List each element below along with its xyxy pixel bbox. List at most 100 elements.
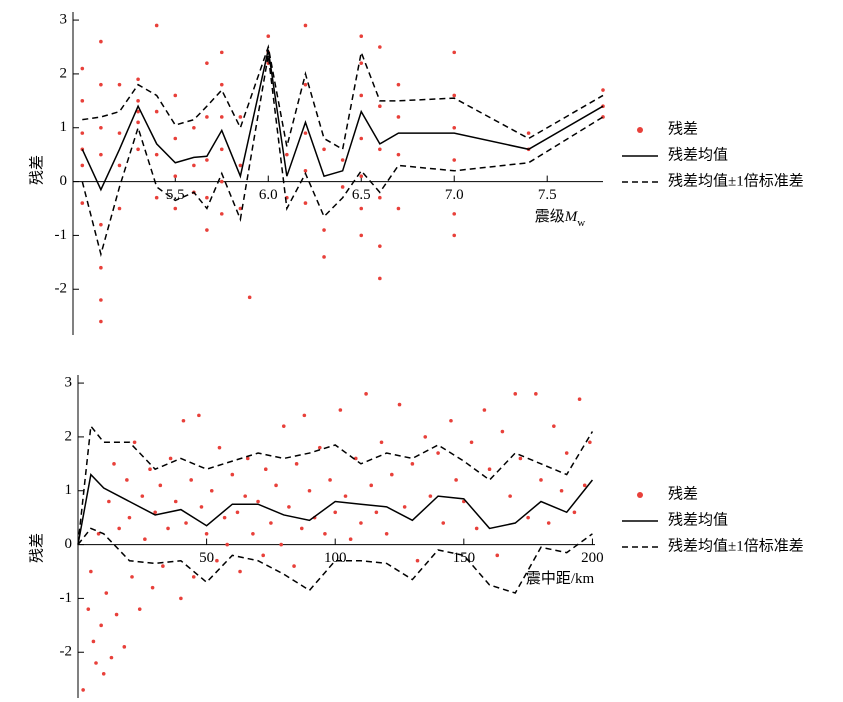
residual-point — [452, 50, 457, 55]
residual-point — [452, 212, 457, 216]
residual-point — [173, 93, 178, 98]
residual-point — [396, 82, 401, 87]
x-tick-label: 200 — [581, 550, 604, 566]
residual-point — [189, 478, 193, 482]
x-tick-label: 5.5 — [166, 187, 185, 203]
std-line — [77, 424, 594, 545]
residual-point — [117, 131, 122, 135]
residual-point — [209, 488, 214, 493]
residual-point — [518, 456, 523, 461]
residual-point — [80, 66, 85, 71]
residual-point — [112, 462, 116, 466]
residual-point — [238, 163, 243, 168]
residual-point — [322, 255, 326, 259]
residual-point — [359, 521, 363, 525]
residual-point — [454, 478, 458, 482]
residual-point — [396, 115, 401, 119]
std-line — [77, 527, 593, 594]
residual-point — [328, 478, 332, 482]
residual-point — [317, 445, 322, 450]
residual-point — [378, 45, 382, 49]
residual-point — [423, 435, 428, 439]
y-axis-label: 残差 — [28, 533, 45, 563]
residual-point — [197, 413, 201, 418]
residual-point — [136, 109, 140, 114]
x-axis-label: 震级Mw — [535, 208, 586, 228]
residual-point — [154, 152, 159, 157]
residual-point — [166, 526, 170, 531]
residual-point — [219, 50, 224, 55]
residual-point — [104, 591, 109, 595]
residual-point — [154, 23, 159, 28]
residual-point — [482, 408, 487, 412]
residual-point — [199, 505, 204, 509]
residual-point — [154, 195, 159, 200]
residual-point — [99, 298, 103, 302]
std-line — [82, 44, 604, 151]
residual-point — [303, 23, 308, 28]
residual-point — [449, 418, 453, 423]
residual-point — [184, 521, 188, 525]
residual-point — [191, 575, 196, 579]
residual-point — [205, 158, 209, 162]
residual-point — [225, 542, 229, 547]
residual-point — [410, 462, 415, 466]
residual-point — [80, 163, 85, 168]
residual-point — [81, 688, 85, 692]
residual-point — [359, 174, 364, 178]
residual-point — [292, 564, 296, 568]
residual-point — [396, 152, 401, 157]
residual-point — [474, 526, 479, 531]
residual-point — [601, 88, 605, 92]
residual-point — [303, 131, 308, 135]
residual-point — [130, 575, 134, 579]
x-label-text: 震级 — [535, 208, 565, 225]
residual-point — [402, 505, 407, 509]
residual-point — [243, 494, 247, 498]
residual-point — [235, 510, 240, 515]
residual-point — [436, 451, 440, 455]
residual-point — [303, 82, 308, 87]
residual-point — [99, 82, 103, 87]
residual-point — [127, 515, 132, 520]
residual-point — [359, 93, 364, 98]
residual-point — [256, 499, 260, 504]
residual-point — [452, 158, 457, 162]
residual-point — [359, 61, 364, 65]
residual-point — [173, 206, 178, 211]
residual-point — [158, 483, 163, 488]
residual-point — [384, 532, 389, 536]
residual-point — [148, 467, 152, 472]
residual-point — [302, 413, 307, 418]
residual-point — [205, 61, 209, 65]
residual-point — [378, 195, 382, 200]
residual-point — [546, 521, 551, 525]
x-tick-label: 100 — [324, 550, 347, 566]
residual-point — [192, 125, 196, 130]
residual-point — [101, 671, 106, 676]
residual-point — [136, 120, 140, 125]
legend-label: 残差 — [668, 120, 698, 137]
residual-point — [136, 147, 140, 152]
residual-point — [107, 499, 111, 504]
residual-point — [343, 494, 348, 498]
residual-point — [143, 537, 147, 541]
residual-point — [452, 233, 457, 238]
residual-point — [378, 244, 382, 248]
x-tick-label: 6.5 — [352, 187, 371, 203]
residual-point — [94, 661, 98, 665]
residual-point — [140, 494, 145, 498]
residual-point — [114, 612, 119, 617]
residual-point — [364, 392, 368, 396]
residual-point — [307, 488, 312, 493]
residual-point — [495, 553, 500, 558]
residual-point — [219, 115, 224, 119]
residual-point — [452, 125, 457, 130]
residual-point — [117, 526, 121, 531]
residual-point — [99, 222, 103, 227]
residual-point — [369, 483, 374, 488]
residual-point — [564, 451, 569, 455]
y-tick-label: 0 — [60, 173, 68, 189]
residual-point — [99, 319, 103, 324]
